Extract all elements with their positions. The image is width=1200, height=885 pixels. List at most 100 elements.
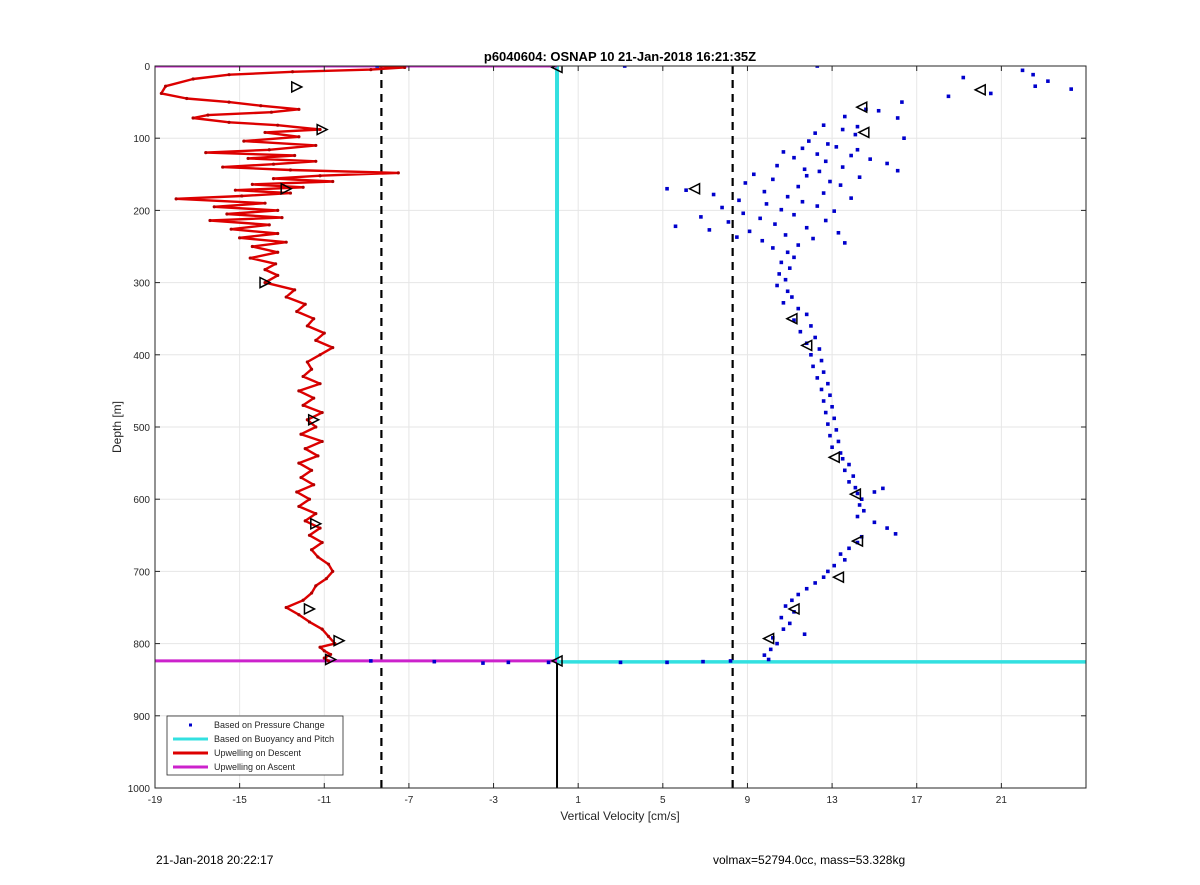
upwelling-descent-point xyxy=(318,353,322,357)
pressure-change-point xyxy=(699,215,703,219)
upwelling-descent-point xyxy=(320,540,324,545)
upwelling-descent-point xyxy=(309,591,314,595)
descent-marker xyxy=(316,123,329,136)
upwelling-descent-point xyxy=(297,135,301,139)
pressure-change-point xyxy=(853,485,858,490)
pressure-change-point xyxy=(481,661,485,665)
upwelling-descent-point xyxy=(314,143,318,148)
pressure-change-point xyxy=(781,627,786,631)
pressure-change-point xyxy=(819,387,824,392)
upwelling-descent-point xyxy=(284,605,288,610)
pressure-change-point xyxy=(775,163,779,168)
y-tick-label: 800 xyxy=(133,640,150,651)
descent-marker xyxy=(280,182,293,195)
pressure-change-point xyxy=(821,370,826,374)
legend-label: Upwelling on Ascent xyxy=(214,762,296,772)
y-tick-label: 100 xyxy=(133,134,150,145)
upwelling-descent-point xyxy=(318,127,322,132)
upwelling-descent-point xyxy=(233,188,238,192)
pressure-change-point xyxy=(830,404,834,409)
pressure-change-point xyxy=(817,169,822,174)
descent-marker xyxy=(324,653,338,666)
upwelling-descent-point xyxy=(331,569,335,574)
pressure-change-point xyxy=(779,207,784,212)
y-tick-label: 500 xyxy=(133,423,150,434)
upwelling-descent-point xyxy=(227,100,231,104)
pressure-change-point xyxy=(853,132,858,137)
pressure-change-point xyxy=(902,136,906,140)
pressure-change-point xyxy=(885,526,889,530)
upwelling-descent-point xyxy=(185,96,189,101)
pressure-change-point xyxy=(809,324,813,328)
ascent-marker xyxy=(785,312,798,325)
pressure-change-point xyxy=(785,250,790,255)
pressure-change-point xyxy=(893,532,898,536)
upwelling-descent-point xyxy=(295,490,299,494)
pressure-change-point xyxy=(832,209,837,213)
pressure-change-point xyxy=(764,202,769,206)
pressure-change-point xyxy=(815,152,820,156)
pressure-change-point xyxy=(711,192,716,197)
pressure-change-point xyxy=(876,108,881,113)
ascent-marker xyxy=(827,451,840,464)
pressure-change-point xyxy=(859,497,864,501)
pressure-change-point xyxy=(701,659,705,664)
pressure-change-point xyxy=(823,410,828,415)
upwelling-descent-point xyxy=(263,201,267,205)
pressure-change-point xyxy=(855,540,860,545)
upwelling-descent-point xyxy=(276,231,280,236)
upwelling-descent-point xyxy=(248,256,252,260)
ascent-marker xyxy=(800,339,813,352)
pressure-change-point xyxy=(779,260,784,265)
pressure-change-point xyxy=(840,456,845,461)
upwelling-descent-point xyxy=(288,191,293,195)
upwelling-descent-point xyxy=(276,208,280,212)
pressure-change-point xyxy=(811,364,815,369)
upwelling-descent-point xyxy=(301,598,305,602)
upwelling-descent-point xyxy=(290,70,295,74)
footer-timestamp: 21-Jan-2018 20:22:17 xyxy=(156,853,274,867)
x-tick-label: -15 xyxy=(232,795,247,806)
pressure-change-point xyxy=(369,659,373,663)
pressure-change-point xyxy=(823,159,828,164)
x-tick-label: 5 xyxy=(660,795,666,806)
pressure-change-point xyxy=(836,230,841,235)
upwelling-descent-point xyxy=(299,475,303,480)
upwelling-descent-point xyxy=(305,360,309,364)
pressure-change-point xyxy=(946,94,951,99)
x-tick-label: -3 xyxy=(489,795,498,806)
pressure-change-point xyxy=(783,604,788,608)
upwelling-descent-point xyxy=(276,250,280,254)
upwelling-descent-point xyxy=(212,205,216,209)
pressure-change-point xyxy=(796,184,801,189)
pressure-change-point xyxy=(849,153,853,158)
x-tick-label: 13 xyxy=(827,795,839,806)
pressure-change-point xyxy=(766,657,771,662)
upwelling-descent-point xyxy=(331,179,335,184)
pressure-change-point xyxy=(747,229,752,234)
upwelling-descent-point xyxy=(316,555,320,559)
upwelling-descent-point xyxy=(276,123,280,127)
pressure-change-point xyxy=(847,462,851,467)
upwelling-descent-point xyxy=(326,659,331,663)
pressure-change-point xyxy=(787,621,792,626)
pressure-change-point xyxy=(838,552,843,556)
pressure-change-point xyxy=(758,216,762,221)
pressure-change-point xyxy=(855,514,860,519)
upwelling-descent-point xyxy=(326,562,331,566)
upwelling-descent-point xyxy=(297,613,301,617)
pressure-change-point xyxy=(768,647,773,652)
pressure-change-point xyxy=(864,107,868,112)
pressure-change-point xyxy=(885,161,889,166)
pressure-change-point xyxy=(804,586,809,591)
ascent-marker xyxy=(787,602,800,616)
legend-label: Based on Pressure Change xyxy=(214,720,325,730)
upwelling-descent-point xyxy=(274,262,278,266)
y-tick-label: 1000 xyxy=(128,784,151,795)
pressure-change-point xyxy=(1020,68,1025,73)
pressure-change-point xyxy=(665,186,669,191)
pressure-change-point xyxy=(847,546,851,551)
upwelling-descent-point xyxy=(320,627,324,631)
x-tick-label: 17 xyxy=(911,795,923,806)
